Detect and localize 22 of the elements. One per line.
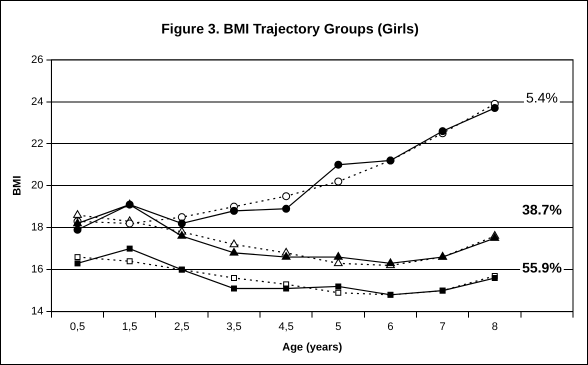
x-tick-label: 3,5 — [226, 321, 242, 334]
x-tick-label: 0,5 — [70, 321, 86, 334]
x-axis-title: Age (years) — [282, 341, 343, 354]
y-tick-label: 14 — [31, 306, 44, 318]
annotation: 5.4% — [526, 90, 558, 106]
x-tick-label: 1,5 — [122, 321, 138, 334]
annotation: 55.9% — [522, 260, 562, 276]
y-tick-label: 22 — [31, 138, 44, 150]
x-tick-label: 4,5 — [278, 321, 294, 334]
x-tick-label: 7 — [440, 321, 446, 334]
y-axis-title: BMI — [12, 176, 24, 196]
x-tick-label: 8 — [492, 321, 498, 334]
y-tick-label: 16 — [31, 264, 44, 276]
x-tick-label: 2,5 — [174, 321, 190, 334]
y-tick-label: 18 — [31, 222, 44, 234]
x-tick-label: 6 — [387, 321, 394, 334]
x-tick-label: 5 — [335, 321, 342, 334]
annotation: 38.7% — [522, 202, 562, 218]
y-tick-label: 24 — [31, 96, 44, 108]
y-tick-label: 26 — [31, 54, 44, 66]
y-tick-label: 20 — [31, 180, 44, 192]
chart-title: Figure 3. BMI Trajectory Groups (Girls) — [161, 20, 419, 36]
